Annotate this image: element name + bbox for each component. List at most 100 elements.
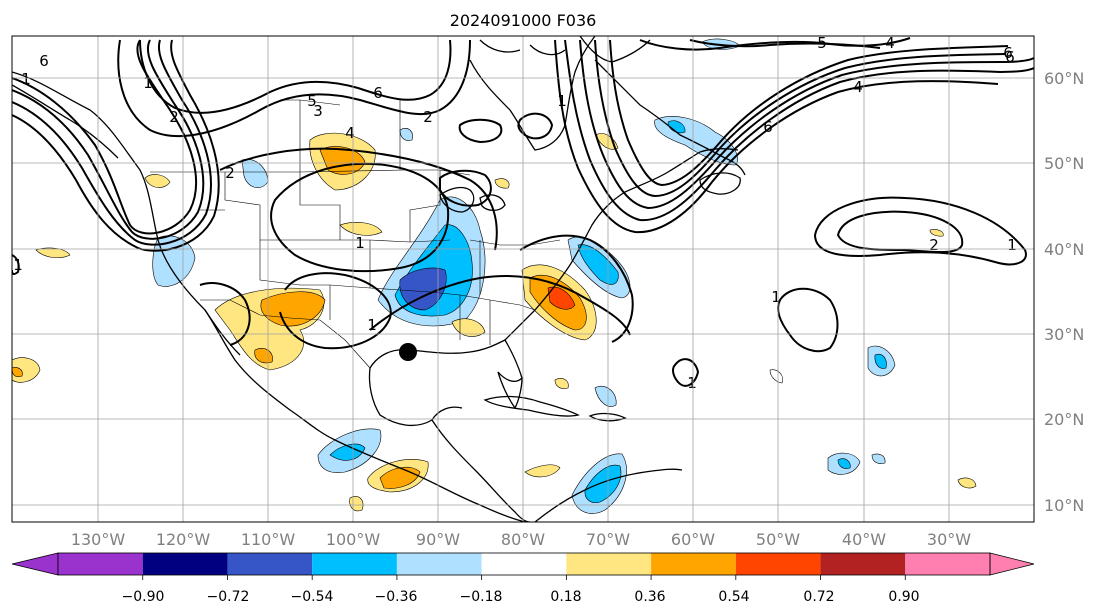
lon-label: 60°W xyxy=(671,530,715,549)
lat-label: 40°N xyxy=(1044,240,1084,259)
lon-label: 120°W xyxy=(156,530,211,549)
contour-label: 4 xyxy=(853,78,863,96)
contour-left-edge xyxy=(12,254,20,276)
contour-label: 2 xyxy=(929,236,939,254)
colorbar-tick-label: −0.90 xyxy=(122,589,165,605)
contour-label: 1 xyxy=(21,70,31,88)
contour-south-loop xyxy=(279,272,392,350)
contour-east-trough-4 xyxy=(609,39,1009,187)
contour-central-low xyxy=(270,162,450,273)
colorbar-tick-label: −0.72 xyxy=(207,589,250,605)
contour-central-long xyxy=(219,147,498,251)
lon-label: 90°W xyxy=(416,530,460,549)
contour-label: 3 xyxy=(313,102,323,120)
positive-anomaly-pacific-nw xyxy=(144,174,171,188)
lon-label: 110°W xyxy=(241,530,296,549)
lon-label: 100°W xyxy=(326,530,381,549)
coastlines xyxy=(12,36,746,522)
lat-label: 10°N xyxy=(1044,496,1084,515)
colorbar-swatch xyxy=(820,553,906,575)
colorbar-tick-label: 0.72 xyxy=(803,589,834,605)
contour-west-trough-4 xyxy=(12,39,220,252)
colorbar-tick-label: 0.18 xyxy=(550,589,581,605)
colorbar-tick-label: 0.90 xyxy=(888,589,919,605)
labrador xyxy=(594,59,746,176)
east-coast xyxy=(504,148,739,341)
contour-label: 2 xyxy=(225,164,235,182)
graticule xyxy=(12,36,1034,522)
colorbar-tick-label: −0.18 xyxy=(460,589,503,605)
latitude-labels: 60°N 50°N 40°N 30°N 20°N 10°N xyxy=(1044,69,1084,515)
contour-label: 1 xyxy=(355,234,365,252)
contour-label: 6 xyxy=(1005,48,1015,66)
colorbar-swatch xyxy=(227,553,313,575)
contour-small-loop xyxy=(672,358,700,387)
hispaniola xyxy=(588,412,627,422)
colorbar-under-arrow xyxy=(11,552,59,576)
contour-west-trough-2 xyxy=(12,39,205,240)
alaska-coast xyxy=(12,84,119,159)
contour-canada-loop xyxy=(517,112,554,140)
contour-atlantic-low xyxy=(777,287,839,353)
contour-label: 1 xyxy=(1007,236,1017,254)
positive-anomaly-southeast-peak xyxy=(547,286,576,310)
contour-label: 1 xyxy=(13,256,23,274)
shaded-anomalies xyxy=(12,38,977,514)
contour-ridge-north-2 xyxy=(139,39,452,114)
contour-label: 6 xyxy=(1003,44,1013,62)
positive-anomaly-southwest-core xyxy=(260,291,326,327)
lon-label: 130°W xyxy=(71,530,126,549)
contour-west-trough-1 xyxy=(12,39,198,235)
colorbar-tick-label: 0.36 xyxy=(634,589,665,605)
contour-west-trough-3 xyxy=(12,39,212,246)
contour-label: 4 xyxy=(345,124,355,142)
lat-label: 20°N xyxy=(1044,410,1084,429)
contour-hudson-loop xyxy=(458,118,503,144)
north-america-west-coast xyxy=(12,71,526,522)
colorbar-swatch xyxy=(396,553,482,575)
lon-label: 70°W xyxy=(586,530,630,549)
colorbar-over-arrow xyxy=(989,552,1035,576)
contour-label: 1 xyxy=(557,92,567,110)
contour-east-trough-1 xyxy=(564,39,1034,222)
colorbar-tick-label: −0.36 xyxy=(375,589,418,605)
lon-label: 30°W xyxy=(927,530,971,549)
contour-labels: 6 2 1 5 6 3 2 4 1 1 1 1 2 1 5 4 6 4 6 2 xyxy=(13,34,1017,392)
contour-label: 2 xyxy=(423,108,433,126)
colorbar-swatch xyxy=(481,553,567,575)
colorbar-swatch xyxy=(905,553,990,575)
lat-label: 60°N xyxy=(1044,69,1084,88)
contour-north-atlantic xyxy=(639,37,911,51)
colorbar-swatch xyxy=(566,553,652,575)
hudson-bay xyxy=(469,36,596,151)
baja xyxy=(204,309,241,356)
contour-east-trough-3 xyxy=(594,39,1006,198)
central-america xyxy=(431,419,531,522)
lon-label: 50°W xyxy=(756,530,800,549)
contour-east-coast xyxy=(519,234,634,343)
mexico-gulf xyxy=(368,367,463,427)
contour-atlantic-high-inner xyxy=(836,210,964,254)
contour-atlantic-high xyxy=(813,196,1027,266)
contour-east-trough-2 xyxy=(579,39,1034,210)
map-frame xyxy=(11,35,1035,523)
colorbar-swatch xyxy=(651,553,736,575)
isoline-contours xyxy=(12,37,1034,387)
map-panel: 6 2 1 5 6 3 2 4 1 1 1 1 2 1 5 4 6 4 6 2 xyxy=(11,34,1035,523)
colorbar-tick-label: 0.54 xyxy=(718,589,749,605)
colorbar-frame xyxy=(57,552,991,576)
colorbar-swatch xyxy=(58,553,143,575)
colorbar-ticks: −0.90 −0.72 −0.54 −0.36 −0.18 0.18 0.36 … xyxy=(122,589,920,605)
lon-label: 80°W xyxy=(501,530,545,549)
colorbar-tick-label: −0.54 xyxy=(291,589,334,605)
lat-label: 50°N xyxy=(1044,154,1084,173)
contour-label: 6 xyxy=(373,84,383,102)
colorbar-swatch xyxy=(142,553,228,575)
south-america xyxy=(534,468,683,522)
longitude-labels: 130°W 120°W 110°W 100°W 90°W 80°W 70°W 6… xyxy=(71,530,971,549)
contour-label: 5 xyxy=(307,92,317,110)
colorbar-swatch xyxy=(735,553,821,575)
contour-label: 4 xyxy=(885,34,895,52)
negative-anomaly-central-us-peak xyxy=(399,267,447,311)
